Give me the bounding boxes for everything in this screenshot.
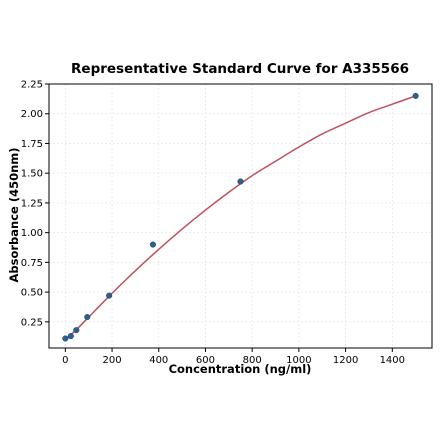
- x-axis-label: Concentration (ng/ml): [169, 362, 312, 376]
- data-point: [412, 92, 419, 99]
- x-tick-label: 400: [149, 355, 168, 366]
- fitted-curve-line: [64, 95, 416, 341]
- y-tick-label: 1.00: [21, 228, 43, 239]
- x-tick-label: 1200: [333, 355, 358, 366]
- y-tick-label: 0.75: [21, 258, 43, 269]
- y-tick-label: 1.50: [21, 169, 43, 180]
- y-tick-label: 2.25: [21, 80, 43, 91]
- y-tick-label: 0.25: [21, 317, 43, 328]
- x-tick-label: 1400: [380, 355, 405, 366]
- y-axis-ticks: 0.25 0.50 0.75 1.00 1.25 1.50 1.75 2.00 2.25: [21, 80, 49, 328]
- y-axis-label: Absorbance (450nm): [7, 147, 21, 282]
- y-tick-label: 1.25: [21, 198, 43, 209]
- x-tick-label: 800: [243, 355, 262, 366]
- y-tick-label: 0.50: [21, 288, 43, 299]
- x-tick-label: 1000: [286, 355, 311, 366]
- y-tick-label: 2.00: [21, 109, 43, 120]
- chart-title: Representative Standard Curve for A33556…: [71, 61, 409, 77]
- data-point: [67, 333, 74, 340]
- plot-frame: [48, 83, 433, 349]
- x-tick-label: 600: [196, 355, 215, 366]
- data-point: [62, 335, 69, 342]
- data-points-layer: [62, 92, 419, 342]
- data-point: [84, 314, 91, 321]
- data-point: [149, 241, 156, 248]
- x-tick-label: 0: [62, 355, 68, 366]
- data-point: [73, 327, 80, 334]
- grid-lines: [49, 83, 432, 348]
- fitted-curve-layer: [64, 95, 416, 341]
- x-axis-ticks: 0 200 400 600 800 1000 1200 1400: [62, 348, 405, 366]
- x-tick-label: 200: [103, 355, 122, 366]
- y-tick-label: 1.75: [21, 139, 43, 150]
- data-point: [237, 178, 244, 185]
- data-point: [106, 292, 113, 299]
